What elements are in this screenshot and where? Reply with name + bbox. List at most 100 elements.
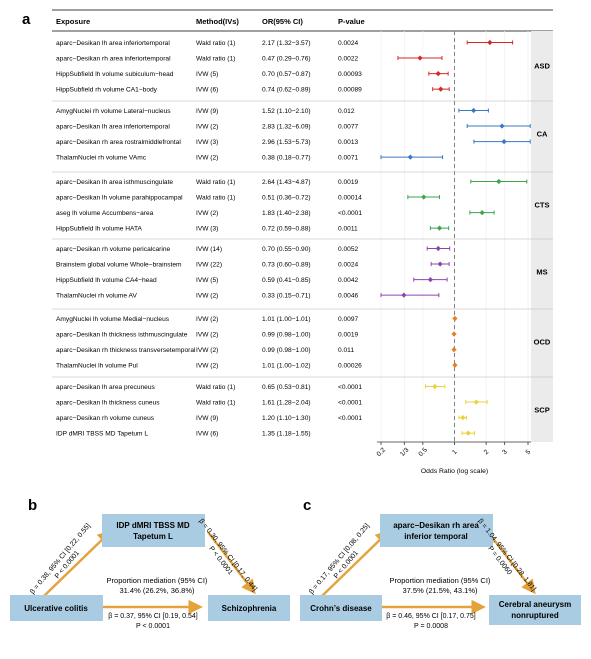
path-c-direct-beta: β = 0.46, 95% CI [0.17, 0.75] xyxy=(386,613,476,620)
row-or-ci: 0.65 (0.53−0.81) xyxy=(262,384,311,391)
row-method: IVW (2) xyxy=(196,155,218,162)
outcome-c-line2: nonruptured xyxy=(511,611,559,620)
row-exposure: aparc−Desikan lh thickness isthmuscingul… xyxy=(56,332,188,339)
row-method: IVW (14) xyxy=(196,246,222,253)
row-or-ci: 1.20 (1.10−1.30) xyxy=(262,415,311,422)
point-estimate xyxy=(436,225,443,231)
row-or-ci: 1.01 (1.00−1.01) xyxy=(262,316,311,323)
group-label: OCD xyxy=(534,337,551,346)
row-exposure: aparc−Desikan rh volume cuneus xyxy=(56,415,155,422)
row-or-ci: 1.52 (1.10−2.10) xyxy=(262,108,311,115)
row-or-ci: 2.17 (1.32−3.57) xyxy=(262,40,311,47)
mediator-c-line1: aparc−Desikan rh area xyxy=(393,521,479,530)
point-estimate xyxy=(501,139,507,145)
point-estimate xyxy=(421,194,427,200)
path-c-direct-p: P = 0.0008 xyxy=(414,623,448,630)
group-label: ASD xyxy=(534,61,550,70)
row-pvalue: 0.0013 xyxy=(338,139,359,146)
row-pvalue: <0.0001 xyxy=(338,400,362,407)
x-tick-label: 0.2 xyxy=(376,446,388,458)
row-pvalue: 0.00026 xyxy=(338,363,362,370)
row-pvalue: 0.0022 xyxy=(338,56,359,63)
panel-label-c: c xyxy=(303,497,311,514)
outcome-box-b xyxy=(208,595,290,621)
path-b-direct-beta: β = 0.37, 95% CI [0.19, 0.54] xyxy=(108,613,198,620)
row-or-ci: 0.38 (0.18−0.77) xyxy=(262,155,311,162)
exposure-b: Ulcerative colitis xyxy=(24,604,88,613)
x-tick-label: 2 xyxy=(483,448,491,456)
row-pvalue: 0.00089 xyxy=(338,87,362,94)
row-or-ci: 2.83 (1.32−6.09) xyxy=(262,124,311,131)
row-method: Wald ratio (1) xyxy=(196,56,235,63)
point-estimate xyxy=(427,277,434,283)
row-pvalue: 0.0052 xyxy=(338,246,359,253)
outcome-box-c xyxy=(489,595,581,625)
point-estimate xyxy=(487,39,493,46)
row-pvalue: 0.0024 xyxy=(338,262,359,269)
mediator-b-line2: Tapetum L xyxy=(133,532,173,541)
row-exposure: aparc−Desikan lh area isthmuscingulate xyxy=(56,179,173,186)
row-method: IVW (5) xyxy=(196,277,218,284)
row-pvalue: 0.0071 xyxy=(338,155,359,162)
path-b-exposure-to-mediator xyxy=(43,529,113,597)
row-pvalue: 0.012 xyxy=(338,108,355,115)
row-pvalue: <0.0001 xyxy=(338,415,362,422)
panel-label-a: a xyxy=(22,11,31,28)
row-method: IVW (9) xyxy=(196,108,218,115)
row-or-ci: 2.96 (1.53−5.73) xyxy=(262,139,311,146)
row-or-ci: 1.01 (1.00−1.02) xyxy=(262,363,311,370)
row-pvalue: 0.0011 xyxy=(338,226,358,233)
row-method: IVW (6) xyxy=(196,87,218,94)
row-or-ci: 0.51 (0.36−0.72) xyxy=(262,195,311,202)
row-exposure: aparc−Desikan rh thickness transversetem… xyxy=(56,347,196,354)
row-exposure: AmygNuclei rh volume Lateral−nucleus xyxy=(56,108,171,115)
row-or-ci: 0.99 (0.98−1.00) xyxy=(262,347,311,354)
row-exposure: aparc−Desikan rh area rostralmiddlefront… xyxy=(56,139,181,146)
x-tick-label: 1/3 xyxy=(399,446,411,458)
row-or-ci: 0.74 (0.62−0.89) xyxy=(262,87,311,94)
point-estimate xyxy=(496,178,502,185)
row-pvalue: 0.011 xyxy=(338,347,354,354)
group-label: SCP xyxy=(534,405,549,414)
row-exposure: AmygNuclei lh volume Medial−nucleus xyxy=(56,316,170,323)
row-exposure: HippSubfield lh volume CA4−head xyxy=(56,277,157,284)
row-exposure: aseg lh volume Accumbens−area xyxy=(56,210,154,217)
row-or-ci: 0.70 (0.57−0.87) xyxy=(262,71,311,78)
outcome-c-line1: Cerebral aneurysm xyxy=(499,600,571,609)
row-method: IVW (3) xyxy=(196,226,218,233)
row-exposure: HippSubfield rh volume CA1−body xyxy=(56,87,158,94)
proportion-c-value: 37.5% (21.5%, 43.1%) xyxy=(402,586,478,595)
path-c-exposure-to-mediator xyxy=(321,529,391,597)
row-exposure: aparc−Desikan lh area precuneus xyxy=(56,384,155,391)
point-estimate xyxy=(451,347,457,353)
row-method: Wald ratio (1) xyxy=(196,195,235,202)
row-or-ci: 1.83 (1.40−2.38) xyxy=(262,210,311,217)
row-exposure: ThalamNuclei rh volume AV xyxy=(56,293,137,300)
row-pvalue: 0.00093 xyxy=(338,71,362,78)
point-estimate xyxy=(407,154,413,160)
group-label: CTS xyxy=(535,200,550,209)
point-estimate xyxy=(417,55,423,61)
mediation-diagram-c: aparc−Desikan rh area inferior temporal … xyxy=(300,514,581,630)
row-exposure: ThalamNuclei lh volume Pul xyxy=(56,363,138,370)
point-estimate xyxy=(452,362,458,368)
proportion-b-value: 31.4% (26.2%, 36.8%) xyxy=(119,586,195,595)
header-pvalue: P-value xyxy=(338,17,365,26)
point-estimate xyxy=(401,292,407,298)
header-method: Method(IVs) xyxy=(196,17,239,26)
row-exposure: aparc−Desikan lh area inferiortemporal xyxy=(56,124,170,131)
point-estimate xyxy=(479,210,485,216)
mediator-b-line1: IDP dMRI TBSS MD xyxy=(116,521,189,530)
row-exposure: aparc−Desikan lh area inferiortemporal xyxy=(56,40,170,47)
facet-strip-background xyxy=(531,31,553,442)
row-pvalue: <0.0001 xyxy=(338,384,362,391)
header-or-ci: OR(95% CI) xyxy=(262,17,303,26)
row-exposure: Brainstem global volume Whole−brainstem xyxy=(56,262,182,269)
path-b-mediator-to-outcome xyxy=(207,531,256,595)
row-method: Wald ratio (1) xyxy=(196,40,235,47)
row-method: Wald ratio (1) xyxy=(196,179,235,186)
row-or-ci: 0.59 (0.41−0.85) xyxy=(262,277,311,284)
x-tick-label: 5 xyxy=(525,448,533,456)
point-estimate xyxy=(437,261,443,267)
row-method: IVW (2) xyxy=(196,210,218,217)
